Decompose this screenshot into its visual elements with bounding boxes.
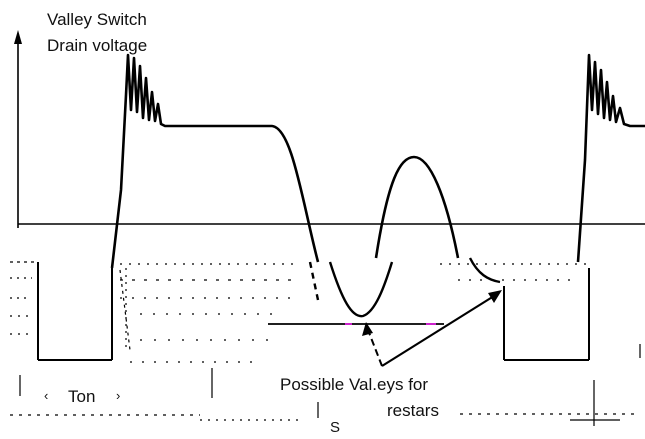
y-axis-label-line2: Drain voltage <box>47 36 147 55</box>
valley-curve-1 <box>328 261 394 318</box>
valley-arrow-1 <box>367 329 383 367</box>
valley-curve-2 <box>468 257 501 284</box>
valley-arrow-2-head <box>488 290 502 303</box>
valley-arrow-1-head <box>362 322 373 336</box>
drain-voltage-ringing-2 <box>576 53 645 263</box>
drain-voltage-waveform <box>110 53 320 269</box>
resonant-hump <box>374 155 460 259</box>
ton-arrow-left: ‹ <box>44 388 48 403</box>
ton-label: Ton <box>68 387 95 406</box>
y-axis-label-line1: Valley Switch <box>47 10 147 29</box>
valleys-label: Possible Val.eys for <box>280 375 428 394</box>
trace-artifacts <box>10 261 641 426</box>
ton-arrow-right: › <box>116 388 120 403</box>
valley-curve-1-dashed-left <box>308 261 320 301</box>
valley-arrow-2 <box>381 295 495 367</box>
restart-label: restars <box>387 401 439 420</box>
ts-label: S <box>330 419 340 436</box>
y-axis-arrowhead <box>14 30 22 44</box>
